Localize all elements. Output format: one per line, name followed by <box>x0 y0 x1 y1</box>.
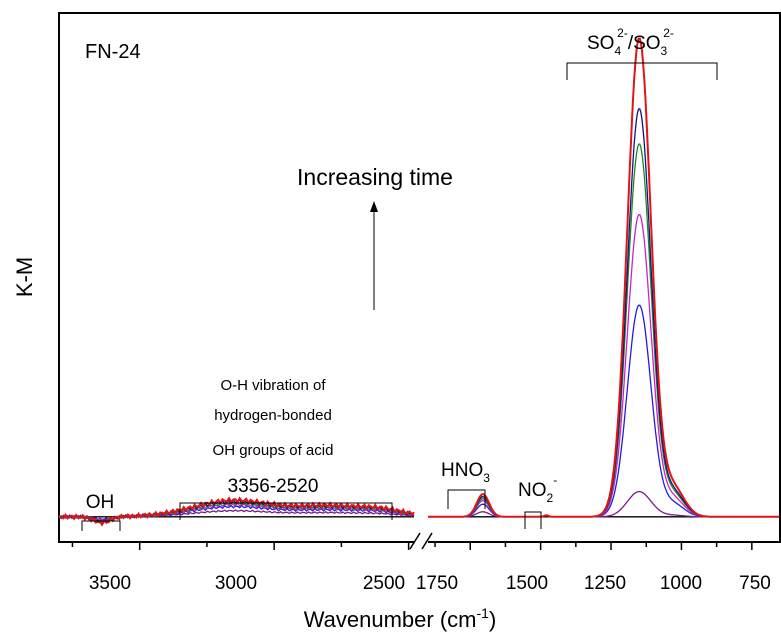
increasing-time-label: Increasing time <box>297 164 453 190</box>
tick-label-3000: 3000 <box>215 573 257 594</box>
tick-label-750: 750 <box>739 573 771 594</box>
tick-label-1000: 1000 <box>660 573 702 594</box>
spectrum-series-6-left <box>58 496 415 527</box>
spectrum-series-6-right <box>428 37 780 518</box>
spectrum-series-2-right <box>428 304 780 518</box>
sulfate-bracket <box>566 62 718 80</box>
oh-vib-line-3: OH groups of acid <box>213 442 334 459</box>
x-axis-ticks <box>71 542 753 550</box>
spectra-curves <box>58 37 780 527</box>
y-axis-title: K-M <box>12 257 37 297</box>
spectrum-series-5-right <box>428 108 780 518</box>
oh-bracket <box>81 520 121 531</box>
x-axis-title: Wavenumber (cm-1) <box>304 605 497 632</box>
oh-label: OH <box>86 492 115 513</box>
oh-vib-line-2: hydrogen-bonded <box>214 407 332 424</box>
arrow-head <box>370 201 378 212</box>
sample-label: FN-24 <box>85 41 141 63</box>
plot-gap-top <box>415 14 427 16</box>
oh-vib-range: 3356-2520 <box>228 476 319 497</box>
no2-label: NO2- <box>518 473 557 505</box>
plot-frame <box>58 12 781 543</box>
oh-vib-line-1: O-H vibration of <box>220 377 326 394</box>
hno3-label: HNO3 <box>441 460 490 485</box>
sulfate-sulfite-label: SO42-/SO32- <box>587 26 674 58</box>
axis-break-mark-2 <box>421 532 433 550</box>
tick-label-1500: 1500 <box>506 573 548 594</box>
oh-vib-bracket <box>179 502 393 520</box>
hno3-bracket <box>447 489 486 509</box>
tick-label-1250: 1250 <box>584 573 626 594</box>
tick-label-1750: 1750 <box>416 573 458 594</box>
tick-label-3500: 3500 <box>89 573 131 594</box>
no2-bracket <box>524 511 542 529</box>
tick-label-2500: 2500 <box>363 573 405 594</box>
axis-break-mark-1 <box>409 532 421 550</box>
